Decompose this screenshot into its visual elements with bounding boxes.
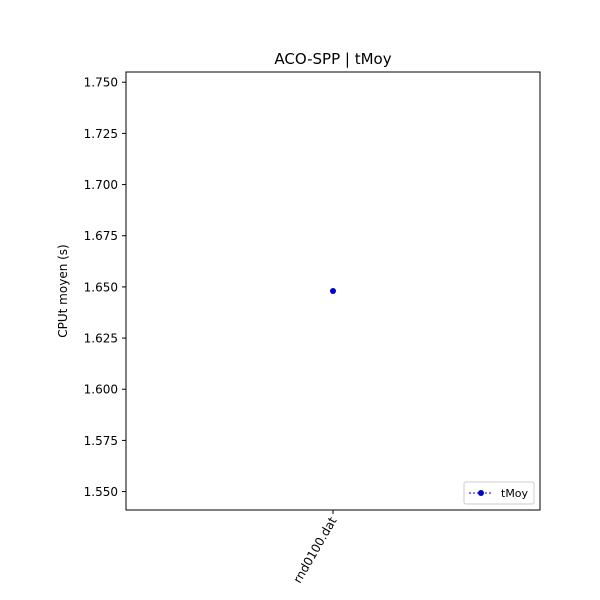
y-tick-label: 1.600	[84, 383, 118, 397]
y-axis: 1.550 1.575 1.600 1.625 1.650 1.675 1.700 1.725…	[84, 76, 126, 499]
y-tick-label: 1.750	[84, 76, 118, 90]
x-axis: rnd0100.dat	[290, 510, 340, 586]
y-tick-label: 1.625	[84, 332, 118, 346]
data-series	[330, 288, 336, 294]
y-tick-label: 1.650	[84, 280, 118, 294]
y-tick-label: 1.725	[84, 127, 118, 141]
y-tick-label: 1.550	[84, 485, 118, 499]
legend: tMoy	[463, 481, 535, 505]
y-tick-label: 1.675	[84, 229, 118, 243]
y-tick-label: 1.575	[84, 434, 118, 448]
chart-title: ACO-SPP | tMoy	[274, 50, 391, 68]
y-tick-label: 1.700	[84, 178, 118, 192]
legend-box	[463, 481, 535, 505]
legend-marker-sample	[478, 490, 484, 496]
data-point	[330, 288, 336, 294]
x-tick-label: rnd0100.dat	[290, 514, 339, 585]
y-axis-label: CPUt moyen (s)	[56, 244, 70, 337]
legend-entry-label: tMoy	[501, 487, 529, 500]
